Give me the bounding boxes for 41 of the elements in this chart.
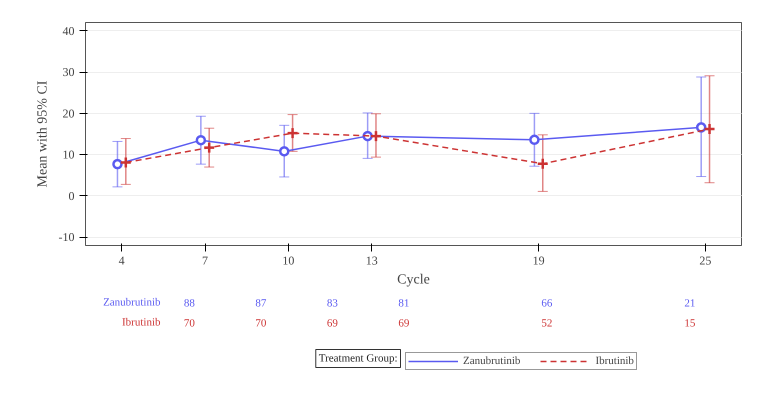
y-tick-label: 40: [62, 24, 74, 38]
y-tick-label: -10: [58, 230, 75, 244]
point: [536, 157, 550, 170]
text: 15: [684, 318, 696, 330]
x-tick-label: 19: [532, 254, 545, 268]
y-tick-label: 30: [62, 65, 74, 80]
point: [278, 146, 290, 157]
point: [112, 158, 123, 170]
point: [286, 126, 299, 140]
text: 81: [398, 298, 410, 310]
point: [370, 130, 382, 142]
text: 52: [541, 318, 552, 330]
point: [120, 156, 132, 169]
y-axis-title: Mean with 95% CI: [36, 80, 51, 188]
x-axis-title: Cycle: [397, 272, 430, 288]
text: 83: [326, 298, 338, 310]
text: 70: [255, 318, 267, 330]
text: 66: [541, 298, 553, 310]
point: [529, 134, 540, 146]
y-tick-label: 10: [62, 148, 74, 162]
legend-label: Ibrutinib: [595, 355, 634, 367]
text: Ibrutinib: [122, 316, 161, 328]
text: 69: [398, 318, 410, 330]
x-tick-label: 4: [118, 254, 125, 268]
point: [703, 122, 716, 136]
point: [202, 141, 216, 154]
x-tick-label: 25: [699, 254, 712, 268]
text: 70: [184, 318, 196, 330]
x-tick-label: 13: [366, 254, 378, 268]
y-tick-label: 20: [62, 106, 74, 120]
text: Zanubrutinib: [103, 296, 161, 308]
x-tick-label: 10: [282, 254, 294, 268]
text: 87: [255, 298, 267, 310]
text: 88: [184, 298, 196, 310]
y-tick-label: 0: [68, 188, 74, 203]
text: 21: [684, 298, 696, 310]
text: 69: [326, 318, 338, 330]
legend-title: Treatment Group:: [318, 352, 398, 364]
legend-label: Zanubrutinib: [463, 355, 520, 367]
x-tick-label: 7: [202, 254, 208, 268]
point: [196, 134, 206, 146]
